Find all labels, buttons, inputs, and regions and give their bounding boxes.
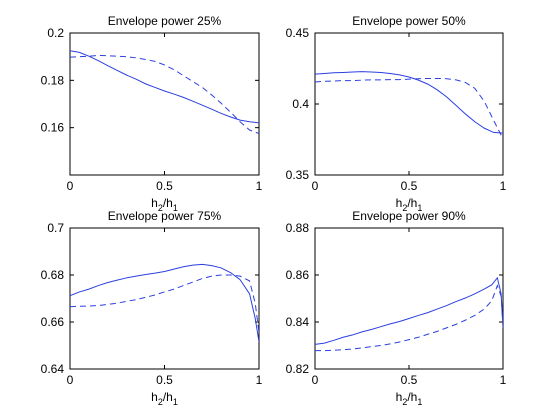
x-axis-label-sub: 1 <box>173 203 178 213</box>
series-line-dashed <box>315 77 503 140</box>
x-axis-label-sub: 2 <box>402 203 407 213</box>
y-tick-label: 0.82 <box>286 362 310 376</box>
x-axis-label: h2/h1 <box>396 390 423 407</box>
x-tick-label: 1 <box>256 179 263 193</box>
x-tick-label: 0 <box>312 179 319 193</box>
chart-title: Envelope power 25% <box>108 14 222 28</box>
x-axis-label-h: h <box>151 196 158 210</box>
x-axis-label-sub: 1 <box>173 397 178 407</box>
y-tick-label: 0.68 <box>41 268 65 282</box>
x-axis-label-sep: / <box>407 196 411 210</box>
subplot-4: Envelope power 90% 0 0.5 1 0.82 0.84 0.86 0.88 h… <box>286 209 507 407</box>
subplot-3: Envelope power 75%0 0.5 10.640.660.680.7h2… <box>41 209 263 407</box>
axes-box <box>314 32 504 176</box>
y-tick-label: 0.35 <box>286 168 310 182</box>
chart-title: Envelope power 90% <box>352 209 466 223</box>
x-axis-label-h: h <box>396 390 403 404</box>
x-axis-label-h: h <box>396 196 403 210</box>
x-tick-label: 0.5 <box>401 179 418 193</box>
x-axis-label-sub: 2 <box>402 397 407 407</box>
subplot-1: Envelope power 25%0 0.5 10.160.180.2h2/h1 <box>41 14 263 213</box>
x-axis-label-h: h <box>411 196 418 210</box>
x-tick-label: 0 <box>67 179 74 193</box>
x-axis-label-h: h <box>166 196 173 210</box>
x-axis-label-h: h <box>411 390 418 404</box>
chart-title: Envelope power 50% <box>352 14 466 28</box>
x-tick-label: 0.5 <box>156 373 173 387</box>
series-line-solid <box>315 276 503 345</box>
axes-box <box>69 227 260 370</box>
y-tick-label: 0.66 <box>41 315 65 329</box>
series-line-dashed <box>315 284 503 352</box>
x-tick-label: 0 <box>67 373 74 387</box>
x-axis-label: h2/h1 <box>151 196 178 213</box>
y-tick-label: 0.84 <box>286 315 310 329</box>
chart-title: Envelope power 75% <box>108 209 222 223</box>
series-line-dashed <box>70 274 259 333</box>
y-tick-label: 0.18 <box>41 73 65 87</box>
x-tick-label: 1 <box>500 373 507 387</box>
x-axis-label-sub: 1 <box>417 397 422 407</box>
y-tick-label: 0.45 <box>286 26 310 40</box>
y-tick-label: 0.2 <box>47 26 64 40</box>
x-tick-label: 0.5 <box>156 179 173 193</box>
x-axis-label-sep: / <box>163 390 167 404</box>
series-line-solid <box>315 71 503 134</box>
y-tick-label: 0.7 <box>47 221 64 235</box>
y-tick-label: 0.86 <box>286 268 310 282</box>
x-axis-label-sub: 2 <box>158 203 163 213</box>
x-tick-label: 1 <box>256 373 263 387</box>
y-tick-label: 0.4 <box>292 97 309 111</box>
x-tick-label: 0 <box>312 373 319 387</box>
series-line-dashed <box>70 54 259 135</box>
y-tick-label: 0.88 <box>286 221 310 235</box>
x-axis-label-h: h <box>151 390 158 404</box>
series-line-solid <box>70 263 259 343</box>
series-line-solid <box>70 50 259 124</box>
axes-box <box>69 32 260 176</box>
x-tick-label: 1 <box>500 179 507 193</box>
x-axis-label-sub: 1 <box>417 203 422 213</box>
y-tick-label: 0.16 <box>41 121 65 135</box>
axes-box <box>314 227 504 370</box>
x-axis-label: h2/h1 <box>151 390 178 407</box>
x-tick-label: 0.5 <box>401 373 418 387</box>
x-axis-label-sep: / <box>407 390 411 404</box>
x-axis-label: h2/h1 <box>396 196 423 213</box>
x-axis-label-sep: / <box>163 196 167 210</box>
x-axis-label-h: h <box>166 390 173 404</box>
x-axis-label-sub: 2 <box>158 397 163 407</box>
y-tick-label: 0.64 <box>41 362 65 376</box>
